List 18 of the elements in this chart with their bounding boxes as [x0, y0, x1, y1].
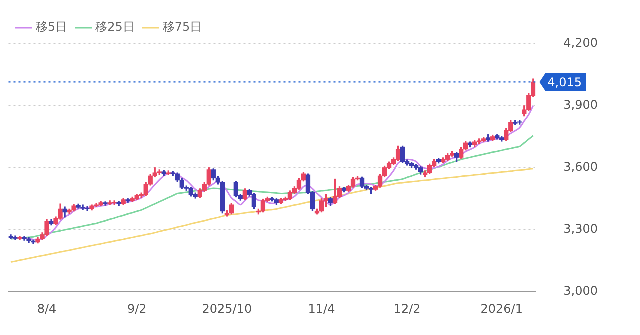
line-series — [10, 135, 534, 240]
legend-label: 移5日 — [36, 20, 68, 34]
legend-label: 移75日 — [162, 20, 202, 34]
x-tick-label: 9/2 — [127, 302, 147, 316]
line-series — [10, 168, 534, 264]
x-tick-label: 2025/10 — [202, 302, 252, 316]
line-series — [10, 105, 534, 241]
x-tick-label: 8/4 — [37, 302, 57, 316]
y-tick-label: 4,200 — [564, 36, 598, 50]
y-tick-label: 3,000 — [564, 284, 598, 298]
x-tick-label: 2026/1 — [480, 302, 523, 316]
x-tick-label: 11/4 — [308, 302, 336, 316]
x-tick-label: 12/2 — [394, 302, 421, 316]
legend-label: 移25日 — [96, 20, 135, 34]
y-tick-label: 3,900 — [564, 98, 598, 112]
y-tick-label: 3,600 — [564, 160, 598, 174]
ref-line-label: 4,015 — [548, 75, 582, 90]
y-tick-label: 3,300 — [564, 222, 598, 236]
